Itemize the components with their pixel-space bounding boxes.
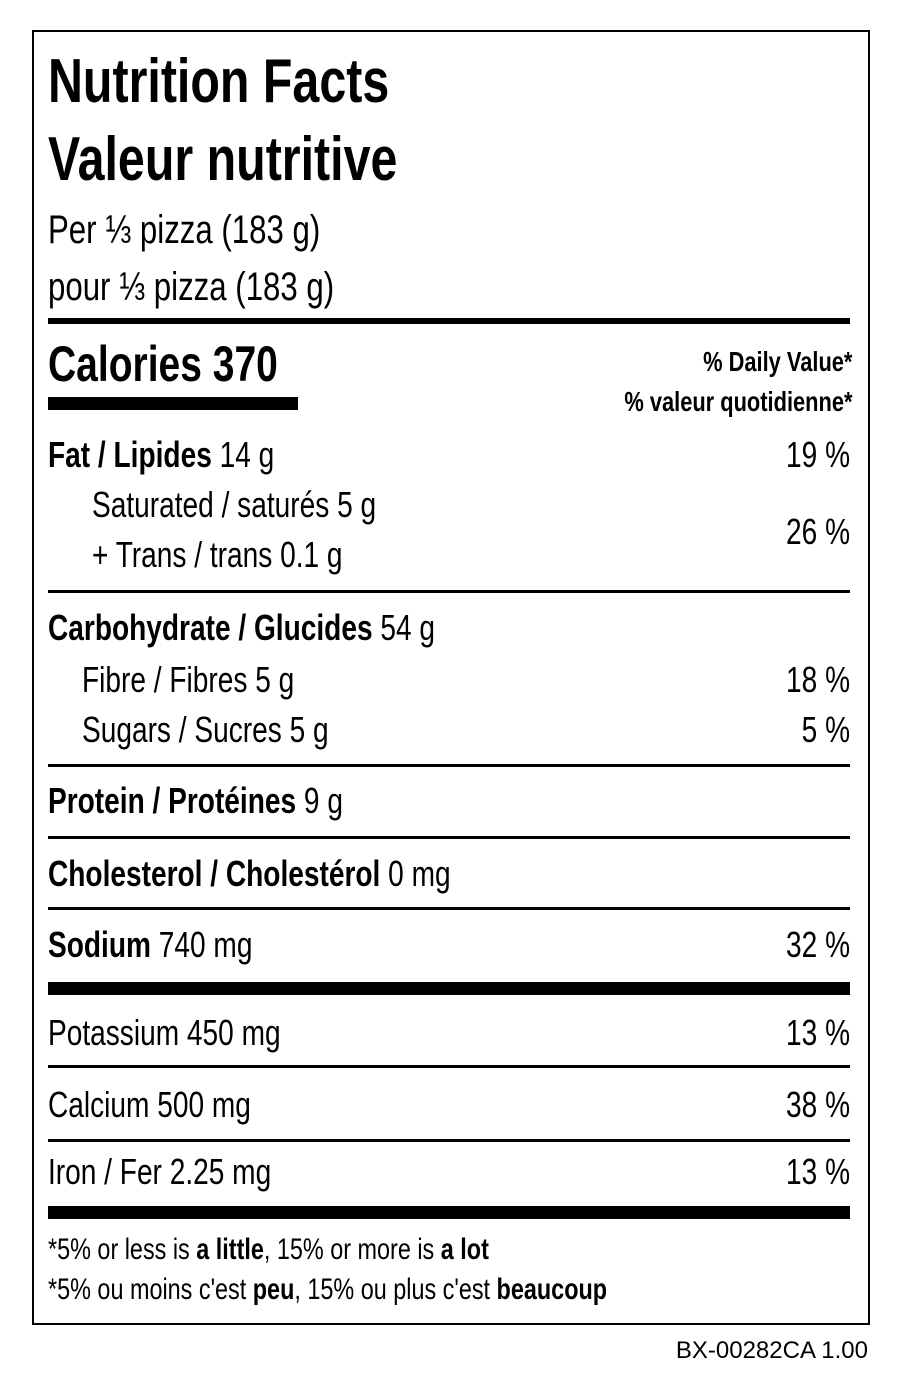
nutrient: Sugars / Sucres 5 g — [82, 712, 329, 748]
nutrient-name: Iron / Fer — [48, 1151, 162, 1192]
nutrient-amount: 5 g — [289, 709, 329, 750]
nutrient-name: Saturated / saturés — [92, 484, 330, 525]
divider — [48, 1065, 850, 1068]
divider — [48, 982, 850, 995]
nutrient-amount: 740 mg — [158, 924, 253, 965]
footnote-bold: peu — [252, 1273, 295, 1306]
nutrient-percent: 32 % — [785, 924, 850, 965]
nutrient-percent: 19 % — [785, 434, 850, 475]
daily-value: % Daily Value* — [702, 346, 852, 377]
nutrient-percent: 26 % — [785, 511, 850, 552]
calories-label: Calories — [48, 336, 202, 392]
nutrient: Fibre / Fibres 5 g — [82, 662, 294, 698]
nutrient-amount: 9 g — [303, 780, 343, 821]
nutrient: Fat / Lipides 14 g — [48, 437, 274, 473]
footnote-text: *5% or less is — [48, 1233, 197, 1266]
nutrient-name: Protein / Protéines — [48, 780, 297, 821]
nutrient-name: Carbohydrate / Glucides — [48, 607, 373, 648]
nutrient: Potassium 450 mg — [48, 1015, 281, 1051]
title-fr: Valeur nutritive — [48, 125, 398, 194]
footnote-bold: a lot — [440, 1233, 489, 1266]
nutrient: + Trans / trans 0.1 g — [92, 537, 343, 573]
nutrient-percent: 38 % — [785, 1084, 850, 1125]
calories-amount: 370 — [212, 336, 278, 392]
footnote: *5% ou moins c'est peu, 15% ou plus c'es… — [48, 1275, 607, 1305]
nutrient-amount: 0 mg — [388, 853, 451, 894]
footnote-text: , 15% ou plus c'est — [294, 1273, 497, 1306]
divider — [48, 836, 850, 839]
divider — [48, 1206, 850, 1219]
nutrient-amount: 14 g — [219, 434, 275, 475]
nutrient-amount: 0.1 g — [280, 534, 343, 575]
nutrient: Carbohydrate / Glucides 54 g — [48, 610, 435, 646]
calories: Calories 370 — [48, 339, 278, 389]
nutrient-percent: 13 % — [785, 1151, 850, 1192]
nutrient-name: + Trans / trans — [92, 534, 273, 575]
daily-value-fr: % valeur quotidienne* — [623, 386, 852, 417]
nutrient-amount: 2.25 mg — [169, 1151, 272, 1192]
nutrient-name: Calcium — [48, 1084, 150, 1125]
serving-fr: pour ⅓ pizza (183 g) — [48, 265, 335, 309]
footnote-text: *5% ou moins c'est — [48, 1273, 253, 1306]
footnote-text: , 15% or more is — [263, 1233, 441, 1266]
footnote-bold: a little — [196, 1233, 264, 1266]
nutrient-name: Sodium — [48, 924, 151, 965]
nutrient: Calcium 500 mg — [48, 1087, 251, 1123]
nutrient: Iron / Fer 2.25 mg — [48, 1154, 271, 1190]
title: Nutrition Facts — [48, 47, 390, 116]
nutrient: Sodium 740 mg — [48, 927, 252, 963]
nutrient: Saturated / saturés 5 g — [92, 487, 376, 523]
calories-bar — [48, 397, 298, 410]
nutrient-percent: 5 % — [801, 709, 850, 750]
nutrient-percent: 18 % — [785, 659, 850, 700]
divider — [48, 1139, 850, 1142]
serving: Per ⅓ pizza (183 g) — [48, 208, 321, 252]
nutrient-name: Sugars / Sucres — [82, 709, 282, 750]
label-border — [32, 30, 870, 1325]
nutrient-name: Cholesterol / Cholestérol — [48, 853, 381, 894]
nutrient: Protein / Protéines 9 g — [48, 783, 343, 819]
nutrient-name: Fat / Lipides — [48, 434, 212, 475]
nutrient-name: Potassium — [48, 1012, 180, 1053]
nutrient-amount: 54 g — [380, 607, 436, 648]
divider — [48, 907, 850, 910]
nutrient-amount: 5 g — [255, 659, 295, 700]
divider — [48, 590, 850, 593]
footnote: *5% or less is a little, 15% or more is … — [48, 1235, 489, 1265]
product-code: BX-00282CA 1.00 — [675, 1337, 868, 1364]
nutrient: Cholesterol / Cholestérol 0 mg — [48, 856, 451, 892]
footnote-bold: beaucoup — [496, 1273, 608, 1306]
nutrient-percent: 13 % — [785, 1012, 850, 1053]
nutrient-amount: 500 mg — [157, 1084, 251, 1125]
divider — [48, 318, 850, 324]
nutrient-amount: 450 mg — [186, 1012, 281, 1053]
nutrient-name: Fibre / Fibres — [82, 659, 248, 700]
nutrient-amount: 5 g — [337, 484, 377, 525]
divider — [48, 764, 850, 767]
